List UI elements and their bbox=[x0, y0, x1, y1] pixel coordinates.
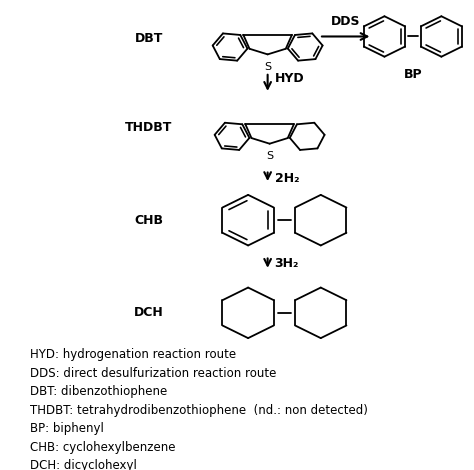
Text: DCH: DCH bbox=[134, 306, 164, 319]
Text: S: S bbox=[266, 151, 273, 161]
Text: HYD: HYD bbox=[274, 72, 304, 85]
Text: BP: biphenyl: BP: biphenyl bbox=[30, 423, 104, 435]
Text: BP: BP bbox=[403, 69, 422, 81]
Text: HYD: hydrogenation reaction route: HYD: hydrogenation reaction route bbox=[30, 348, 237, 361]
Text: THDBT: THDBT bbox=[125, 121, 173, 134]
Text: DCH: dicyclohexyl: DCH: dicyclohexyl bbox=[30, 460, 137, 470]
Text: 2H₂: 2H₂ bbox=[274, 172, 299, 185]
Text: CHB: cyclohexylbenzene: CHB: cyclohexylbenzene bbox=[30, 441, 176, 454]
Text: S: S bbox=[264, 62, 271, 72]
Text: DBT: dibenzothiophene: DBT: dibenzothiophene bbox=[30, 385, 168, 398]
Text: 3H₂: 3H₂ bbox=[274, 258, 299, 270]
Text: DDS: DDS bbox=[331, 15, 360, 28]
Text: THDBT: tetrahydrodibenzothiophene  (nd.: non detected): THDBT: tetrahydrodibenzothiophene (nd.: … bbox=[30, 404, 368, 417]
Text: DDS: direct desulfurization reaction route: DDS: direct desulfurization reaction rou… bbox=[30, 367, 277, 380]
Text: CHB: CHB bbox=[135, 214, 164, 227]
Text: DBT: DBT bbox=[135, 31, 163, 45]
